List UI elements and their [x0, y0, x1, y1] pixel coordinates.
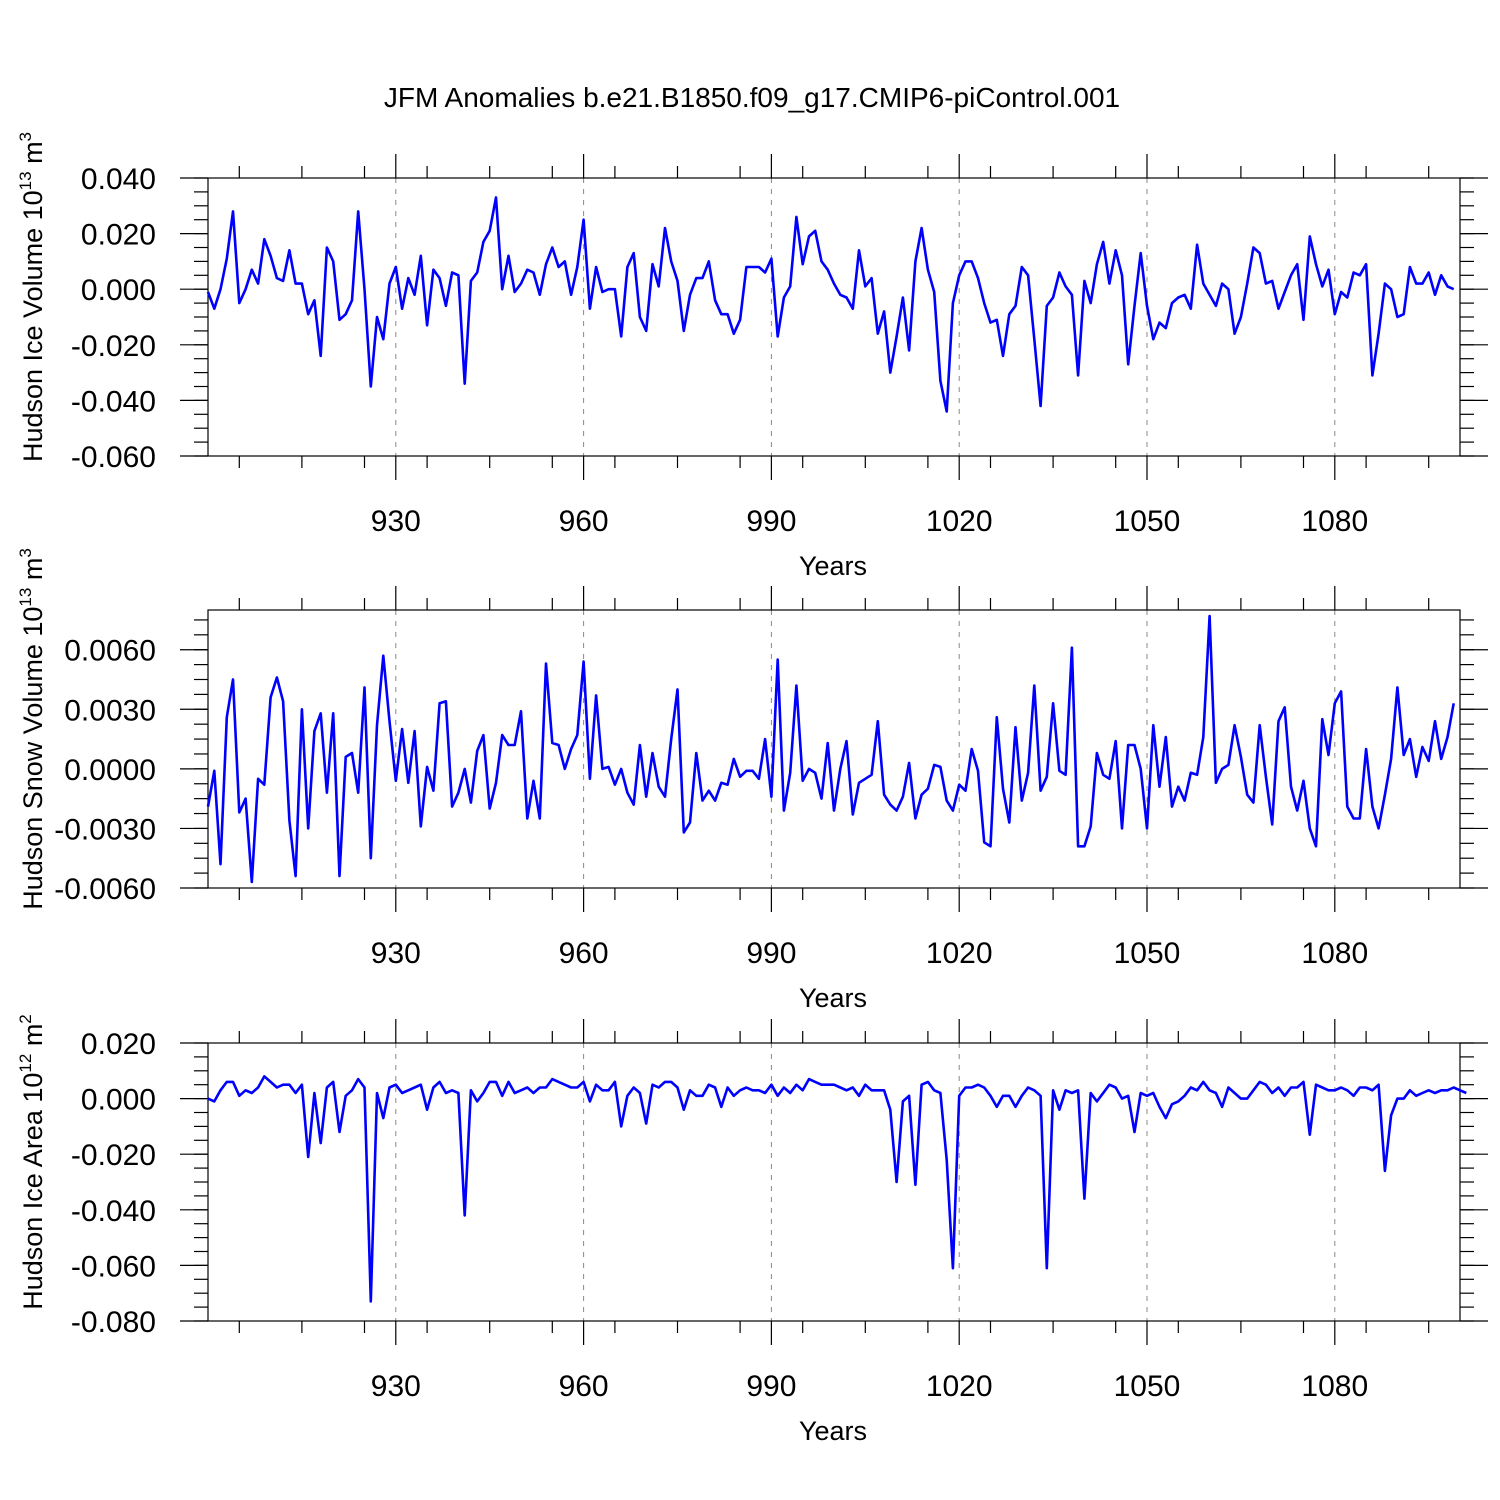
panel-3: -0.080 -0.060 -0.040 -0.020 0.000 0.020 930 960… — [16, 1014, 1488, 1446]
y-tick-label: -0.0030 — [54, 813, 156, 846]
y-tick-label: -0.0060 — [54, 873, 156, 906]
y-tick-label: -0.060 — [71, 441, 156, 474]
y-tick-label: -0.020 — [71, 330, 156, 363]
x-tick-label: 930 — [371, 505, 421, 538]
x-tick-label: 960 — [559, 1370, 609, 1403]
y-tick-label: 0.000 — [81, 274, 156, 307]
y-unit-power: 3 — [16, 132, 35, 141]
x-axis-title: Years — [799, 983, 867, 1013]
y-axis-label: Hudson Ice Area 10 — [18, 1073, 48, 1310]
y-unit-exponent: 12 — [16, 1054, 35, 1073]
plot-frame — [207, 177, 1461, 457]
y-tick-label: 0.020 — [81, 219, 156, 252]
y-unit-symbol: m — [18, 558, 48, 588]
panel-2: -0.0060 -0.0030 0.0000 0.0030 0.0060 930 960 99… — [16, 548, 1488, 1013]
y-unit-exponent: 13 — [16, 171, 35, 190]
x-axis-title: Years — [799, 1416, 867, 1446]
x-tick-label: 1080 — [1301, 1370, 1368, 1403]
x-tick-label: 1050 — [1114, 1370, 1181, 1403]
x-tick-label: 1080 — [1301, 937, 1368, 970]
y-tick-label: -0.020 — [71, 1139, 156, 1172]
x-tick-label: 990 — [746, 1370, 796, 1403]
y-unit-symbol: m — [18, 1024, 48, 1054]
y-axis-label: Hudson Ice Volume 10 — [18, 190, 48, 462]
y-axis-title: Hudson Snow Volume 1013 m3 — [16, 548, 48, 910]
y-axis-title: Hudson Ice Volume 1013 m3 — [16, 132, 48, 462]
x-axis-title: Years — [799, 551, 867, 581]
y-tick-label: 0.0000 — [64, 754, 156, 787]
figure-title: JFM Anomalies b.e21.B1850.f09_g17.CMIP6-… — [384, 82, 1120, 113]
y-tick-label: 0.040 — [81, 163, 156, 196]
panel-1: -0.060 -0.040 -0.020 0.000 0.020 0.040 930 960 9… — [16, 132, 1488, 581]
series-line — [207, 1075, 1467, 1303]
y-unit-power: 2 — [16, 1014, 35, 1023]
y-tick-label: 0.0060 — [64, 635, 156, 668]
y-unit-power: 3 — [16, 548, 35, 557]
y-tick-label: 0.000 — [81, 1084, 156, 1117]
x-tick-label: 1080 — [1301, 505, 1368, 538]
x-tick-label: 1050 — [1114, 937, 1181, 970]
y-tick-label: 0.0030 — [64, 694, 156, 727]
y-unit-symbol: m — [18, 141, 48, 171]
y-tick-label: 0.020 — [81, 1028, 156, 1061]
y-tick-label: -0.080 — [71, 1306, 156, 1339]
x-tick-label: 1020 — [926, 505, 993, 538]
y-axis-label: Hudson Snow Volume 10 — [18, 607, 48, 910]
y-axis-title: Hudson Ice Area 1012 m2 — [16, 1014, 48, 1310]
plot-frame — [207, 1042, 1461, 1322]
x-tick-label: 1020 — [926, 1370, 993, 1403]
x-tick-label: 1020 — [926, 937, 993, 970]
x-tick-label: 930 — [371, 937, 421, 970]
y-tick-label: -0.040 — [71, 1195, 156, 1228]
y-tick-label: -0.040 — [71, 385, 156, 418]
x-tick-label: 960 — [559, 505, 609, 538]
x-tick-label: 990 — [746, 505, 796, 538]
series-line — [206, 196, 1455, 413]
series-line — [206, 614, 1455, 884]
plot-frame — [207, 609, 1461, 889]
y-unit-exponent: 13 — [16, 588, 35, 607]
x-tick-label: 930 — [371, 1370, 421, 1403]
x-tick-label: 990 — [746, 937, 796, 970]
y-tick-label: -0.060 — [71, 1250, 156, 1283]
x-tick-label: 1050 — [1114, 505, 1181, 538]
x-tick-label: 960 — [559, 937, 609, 970]
